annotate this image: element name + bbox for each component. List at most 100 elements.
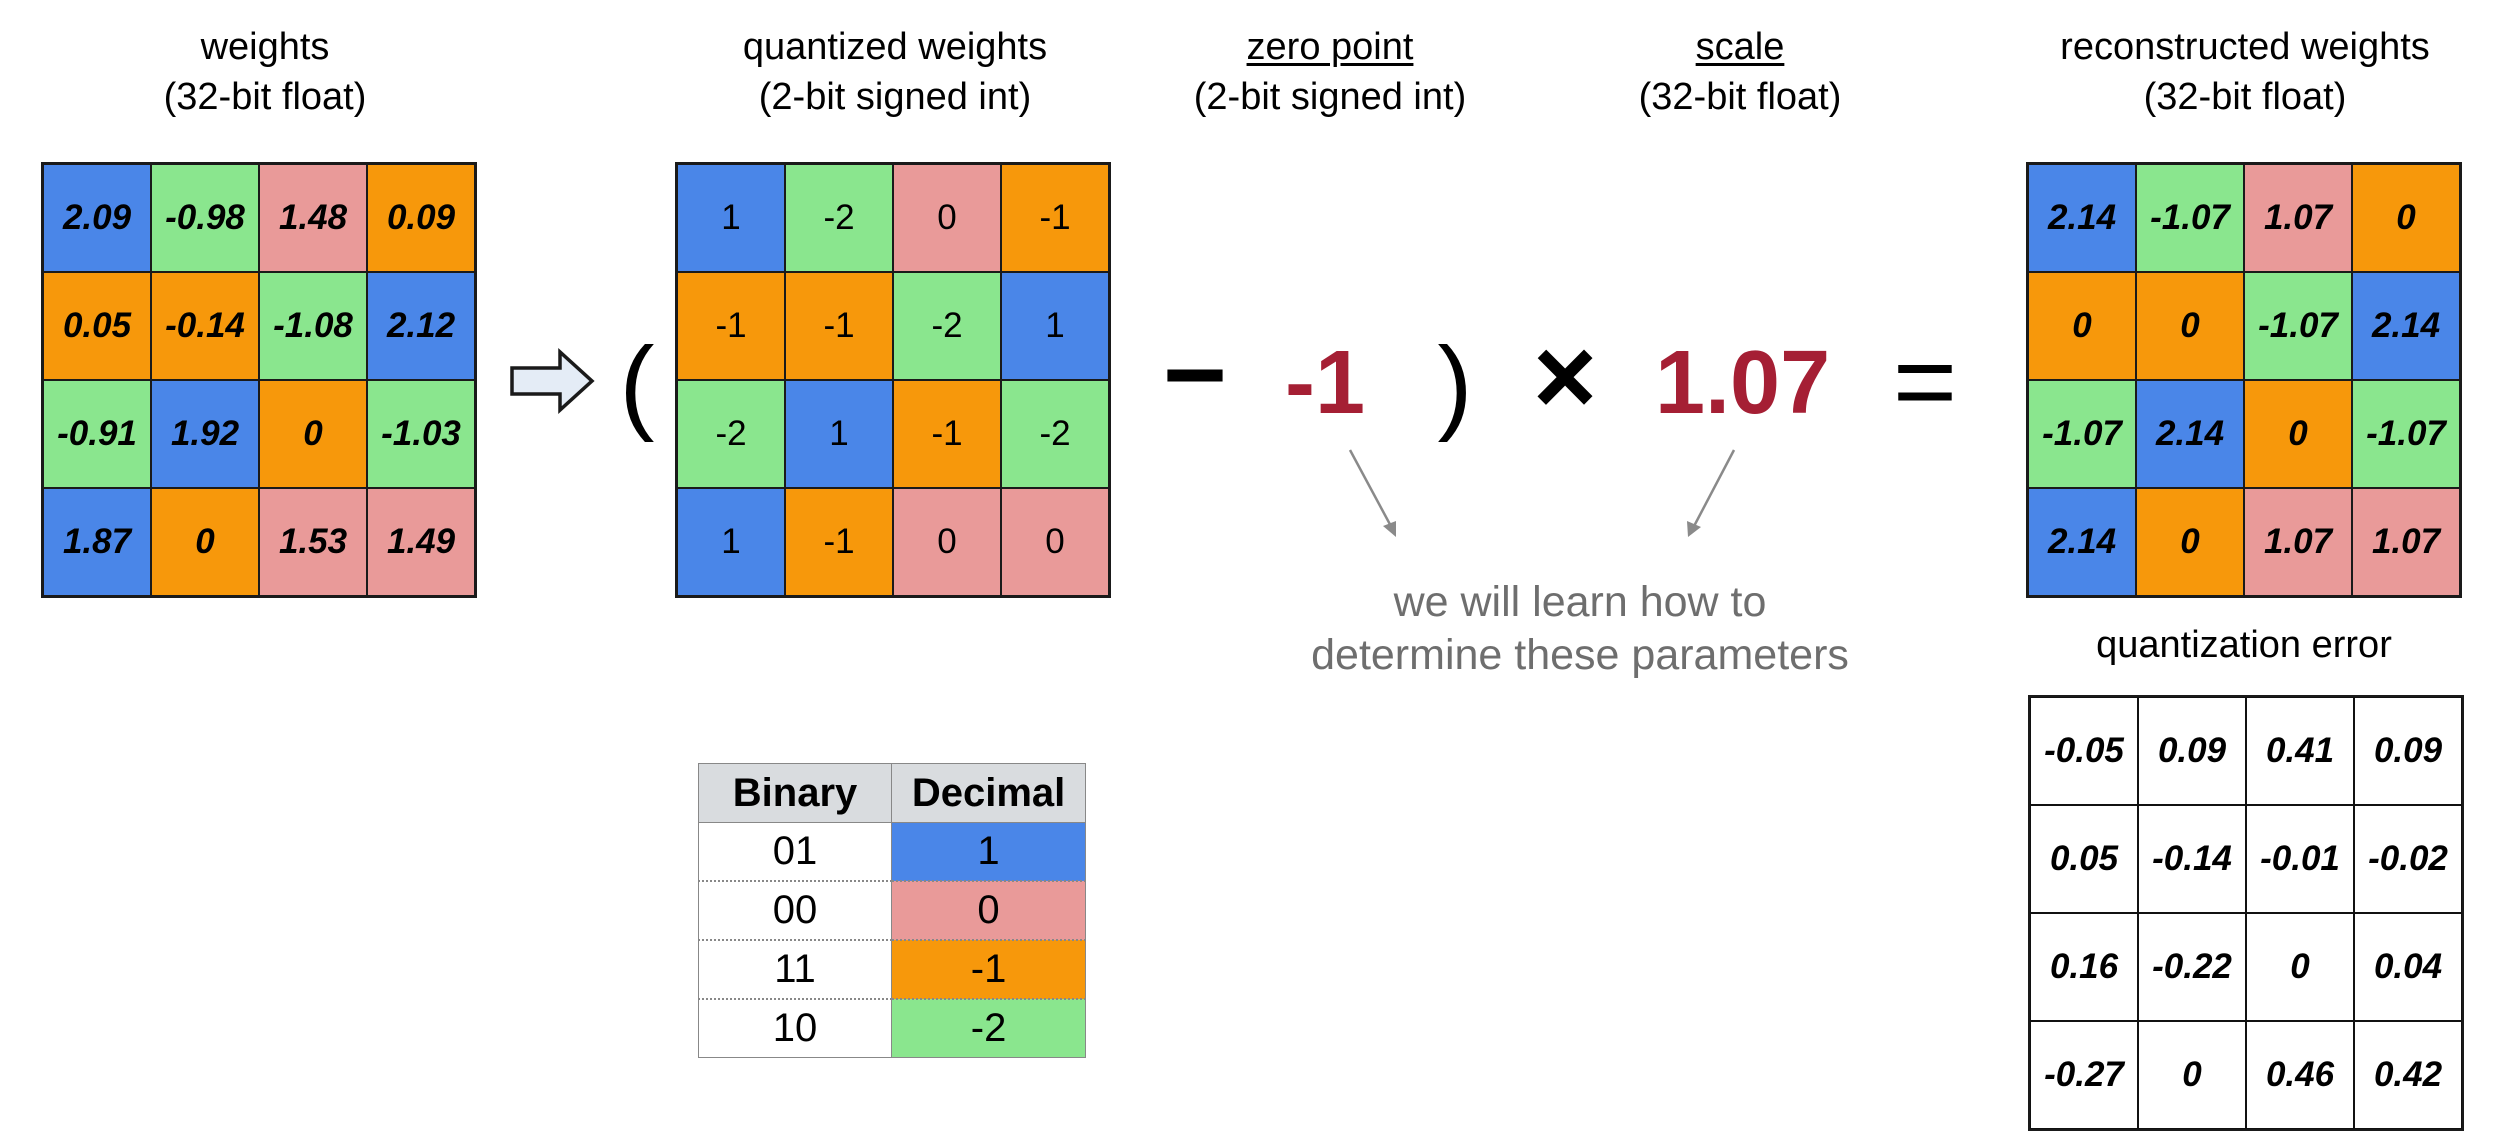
quantized-cell: 0 bbox=[893, 488, 1001, 596]
reconstructed-cell: 0 bbox=[2028, 272, 2136, 380]
weights-cell: 0.09 bbox=[367, 164, 475, 272]
quantized-cell: 1 bbox=[785, 380, 893, 488]
weights-cell: 0.05 bbox=[43, 272, 151, 380]
reconstructed-cell: 0 bbox=[2352, 164, 2460, 272]
error-cell: -0.14 bbox=[2138, 805, 2246, 913]
weights-matrix: 2.09 -0.98 1.48 0.09 0.05 -0.14 -1.08 2.12 -0.91… bbox=[41, 162, 477, 598]
weights-cell: 1.49 bbox=[367, 488, 475, 596]
reconstructed-cell: 0 bbox=[2136, 272, 2244, 380]
error-cell: 0.09 bbox=[2354, 697, 2462, 805]
reconstructed-cell: 2.14 bbox=[2028, 488, 2136, 596]
error-cell: -0.01 bbox=[2246, 805, 2354, 913]
quantized-cell: -1 bbox=[893, 380, 1001, 488]
weights-cell: -0.14 bbox=[151, 272, 259, 380]
scale-pointer-line bbox=[1690, 449, 1736, 531]
weights-cell: 2.09 bbox=[43, 164, 151, 272]
weights-cell: 1.87 bbox=[43, 488, 151, 596]
error-cell: 0 bbox=[2246, 913, 2354, 1021]
decimal-value: 0 bbox=[891, 881, 1086, 941]
decimal-column-header: Decimal bbox=[891, 763, 1086, 823]
binary-value: 11 bbox=[697, 940, 893, 1000]
weights-cell: -0.91 bbox=[43, 380, 151, 488]
quantized-weights-matrix: 1 -2 0 -1 -1 -1 -2 1 -2 1 -1 -2 1 -1 0 0 bbox=[675, 162, 1111, 598]
scale-label: scale (32-bit float) bbox=[1638, 26, 1842, 118]
times-sign: × bbox=[1532, 315, 1598, 438]
binary-table-row: 00 0 bbox=[697, 881, 1086, 941]
binary-table-row: 01 1 bbox=[697, 822, 1086, 882]
right-arrow-icon bbox=[510, 348, 595, 414]
reconstructed-cell: 0 bbox=[2136, 488, 2244, 596]
quantized-cell: 1 bbox=[1001, 272, 1109, 380]
quantized-cell: 0 bbox=[1001, 488, 1109, 596]
quantized-cell: -1 bbox=[785, 488, 893, 596]
reconstructed-weights-label: reconstructed weights (32-bit float) bbox=[2060, 26, 2430, 118]
zero-point-pointer-head bbox=[1383, 521, 1396, 537]
quantized-weights-label: quantized weights (2-bit signed int) bbox=[742, 26, 1048, 118]
binary-decimal-table: Binary Decimal 01 1 00 0 11 -1 10 -2 bbox=[697, 763, 1086, 1058]
weights-label: weights (32-bit float) bbox=[163, 26, 367, 118]
reconstructed-cell: 1.07 bbox=[2244, 164, 2352, 272]
zero-point-label: zero point (2-bit signed int) bbox=[1193, 26, 1467, 118]
error-cell: 0.41 bbox=[2246, 697, 2354, 805]
weights-cell: 0 bbox=[259, 380, 367, 488]
reconstructed-cell: 0 bbox=[2244, 380, 2352, 488]
error-cell: -0.22 bbox=[2138, 913, 2246, 1021]
error-cell: 0.05 bbox=[2030, 805, 2138, 913]
quantized-cell: -2 bbox=[1001, 380, 1109, 488]
quantized-cell: 1 bbox=[677, 164, 785, 272]
zero-point-value: -1 bbox=[1285, 333, 1366, 433]
reconstructed-weights-matrix: 2.14 -1.07 1.07 0 0 0 -1.07 2.14 -1.07 2.14 0 -1.07… bbox=[2026, 162, 2462, 598]
equals-sign: = bbox=[1892, 320, 1958, 443]
error-cell: 0.42 bbox=[2354, 1021, 2462, 1129]
reconstructed-cell: -1.07 bbox=[2136, 164, 2244, 272]
quantized-cell: -2 bbox=[893, 272, 1001, 380]
reconstructed-cell: -1.07 bbox=[2352, 380, 2460, 488]
binary-table-row: 11 -1 bbox=[697, 940, 1086, 1000]
open-parenthesis: ( bbox=[619, 326, 655, 443]
quantized-cell: -1 bbox=[677, 272, 785, 380]
error-cell: 0.09 bbox=[2138, 697, 2246, 805]
reconstructed-cell: -1.07 bbox=[2244, 272, 2352, 380]
decimal-value: -1 bbox=[891, 940, 1086, 1000]
decimal-value: 1 bbox=[891, 822, 1086, 882]
quantized-cell: 0 bbox=[893, 164, 1001, 272]
binary-table-row: 10 -2 bbox=[697, 999, 1086, 1058]
error-cell: 0.16 bbox=[2030, 913, 2138, 1021]
binary-value: 10 bbox=[697, 999, 893, 1058]
reconstructed-cell: 2.14 bbox=[2028, 164, 2136, 272]
binary-column-header: Binary bbox=[697, 763, 893, 823]
weights-cell: 0 bbox=[151, 488, 259, 596]
reconstructed-cell: -1.07 bbox=[2028, 380, 2136, 488]
reconstructed-cell: 1.07 bbox=[2352, 488, 2460, 596]
weights-cell: -0.98 bbox=[151, 164, 259, 272]
error-cell: 0.46 bbox=[2246, 1021, 2354, 1129]
quantization-error-label: quantization error bbox=[2096, 624, 2392, 666]
error-cell: 0 bbox=[2138, 1021, 2246, 1129]
decimal-value: -2 bbox=[891, 999, 1086, 1058]
weights-cell: 2.12 bbox=[367, 272, 475, 380]
binary-value: 00 bbox=[697, 881, 893, 941]
weights-cell: 1.48 bbox=[259, 164, 367, 272]
weights-cell: 1.92 bbox=[151, 380, 259, 488]
reconstructed-cell: 2.14 bbox=[2352, 272, 2460, 380]
error-cell: -0.05 bbox=[2030, 697, 2138, 805]
weights-cell: -1.03 bbox=[367, 380, 475, 488]
zero-point-pointer-line bbox=[1348, 449, 1395, 531]
scale-pointer-head bbox=[1687, 521, 1701, 537]
parameters-note: we will learn how to determine these para… bbox=[1311, 578, 1849, 679]
quantized-cell: 1 bbox=[677, 488, 785, 596]
quantization-error-matrix: -0.05 0.09 0.41 0.09 0.05 -0.14 -0.01 -0.02 0.16… bbox=[2028, 695, 2464, 1131]
weights-cell: -1.08 bbox=[259, 272, 367, 380]
quantized-cell: -1 bbox=[1001, 164, 1109, 272]
quantized-cell: -2 bbox=[677, 380, 785, 488]
binary-value: 01 bbox=[697, 822, 893, 882]
scale-value: 1.07 bbox=[1655, 333, 1831, 433]
reconstructed-cell: 2.14 bbox=[2136, 380, 2244, 488]
error-cell: 0.04 bbox=[2354, 913, 2462, 1021]
reconstructed-cell: 1.07 bbox=[2244, 488, 2352, 596]
error-cell: -0.02 bbox=[2354, 805, 2462, 913]
error-cell: -0.27 bbox=[2030, 1021, 2138, 1129]
minus-sign: − bbox=[1162, 313, 1228, 436]
quantized-cell: -2 bbox=[785, 164, 893, 272]
